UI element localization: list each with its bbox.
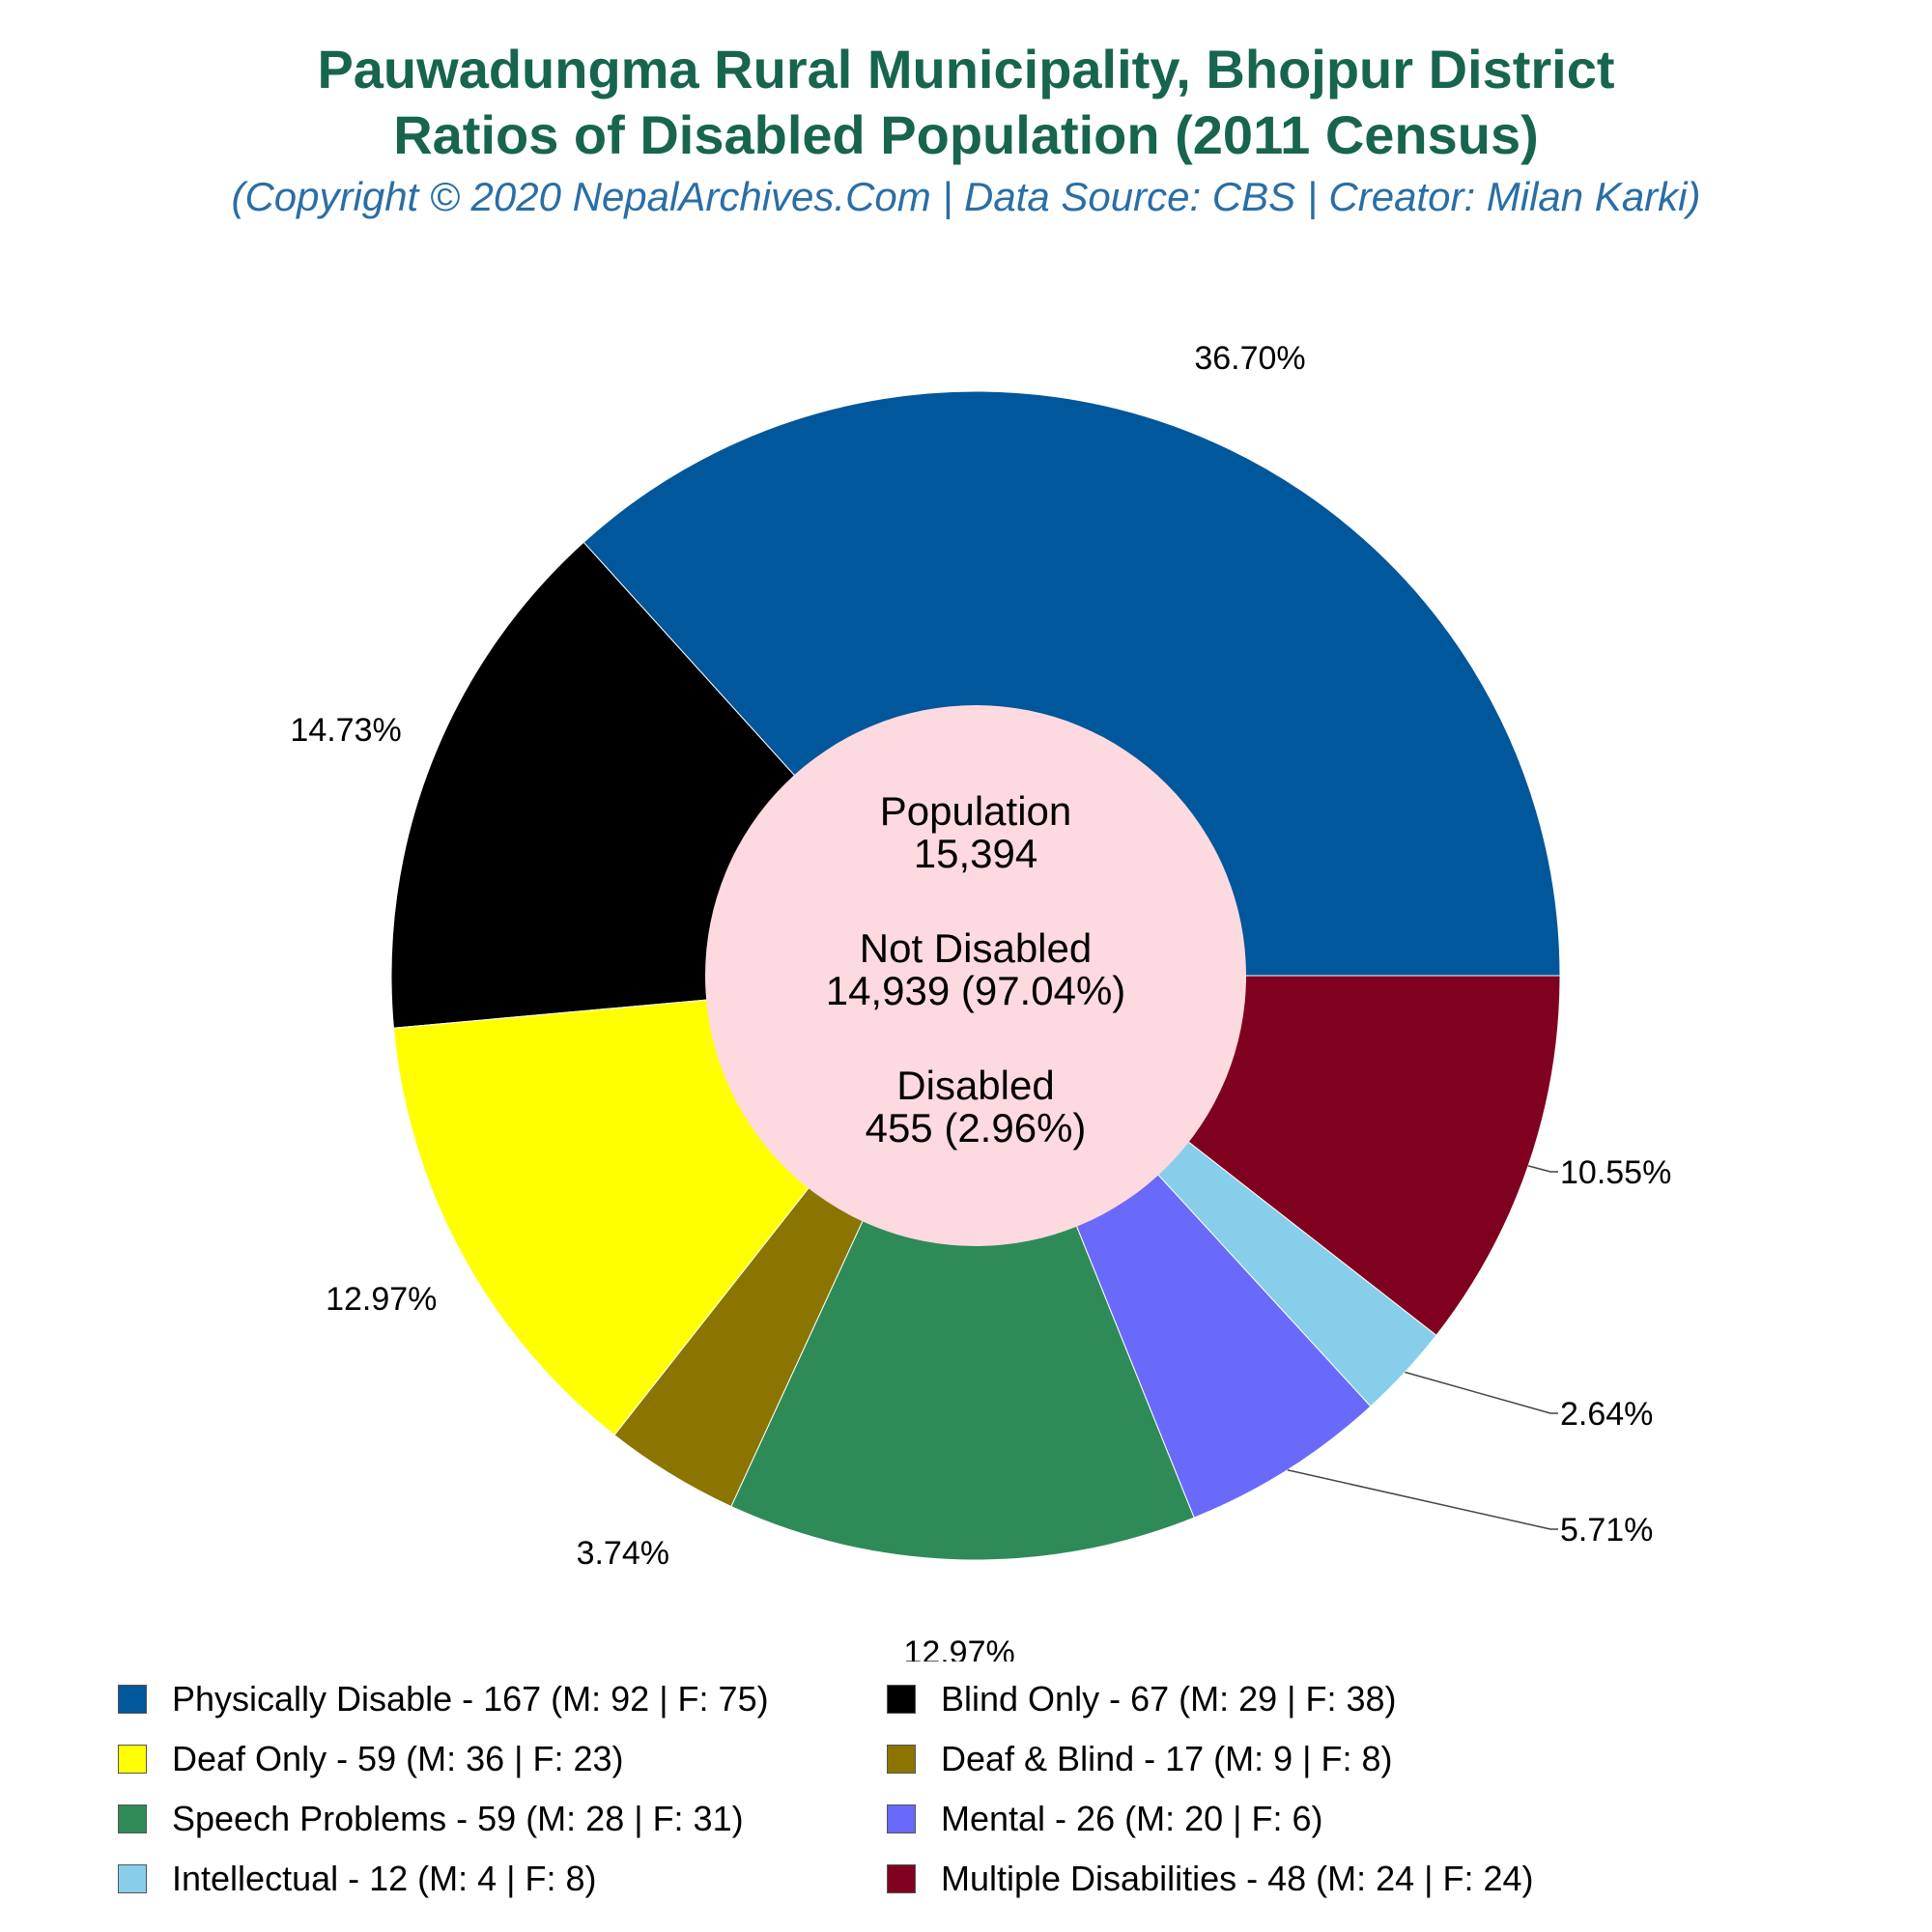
- center-circle: [705, 705, 1246, 1246]
- legend-item: Physically Disable - 167 (M: 92 | F: 75): [118, 1676, 769, 1722]
- legend-item: Intellectual - 12 (M: 4 | F: 8): [118, 1856, 597, 1902]
- legend-item: Mental - 26 (M: 20 | F: 6): [887, 1796, 1322, 1842]
- leader-line: [1287, 1468, 1558, 1530]
- legend-label: Deaf & Blind - 17 (M: 9 | F: 8): [941, 1739, 1393, 1778]
- legend-label: Speech Problems - 59 (M: 28 | F: 31): [172, 1799, 744, 1838]
- legend-label: Multiple Disabilities - 48 (M: 24 | F: 2…: [941, 1859, 1534, 1898]
- leader-line: [1405, 1371, 1558, 1414]
- legend-label: Mental - 26 (M: 20 | F: 6): [941, 1799, 1323, 1838]
- percent-label: 10.55%: [1560, 1154, 1671, 1191]
- center-disabled-value: 455 (2.96%): [866, 1105, 1087, 1151]
- legend-swatch: [887, 1745, 916, 1774]
- slice-speech-problems: [730, 974, 1195, 1561]
- center-not-disabled-value: 14,939 (97.04%): [826, 968, 1126, 1013]
- donut-chart: 36.70% 14.73% 12.97% 3.74% 12.97% 5.71% 2.64% 1…: [290, 340, 1671, 1662]
- slice-physically-disable: [582, 390, 1561, 977]
- legend: Physically Disable - 167 (M: 92 | F: 75)…: [0, 1676, 1932, 1918]
- percent-label: 12.97%: [903, 1634, 1014, 1662]
- percent-label: 3.74%: [577, 1535, 669, 1572]
- legend-swatch: [118, 1745, 147, 1774]
- center-population-value: 15,394: [914, 831, 1037, 876]
- center-disabled-label: Disabled: [896, 1063, 1054, 1108]
- percent-label: 12.97%: [326, 1281, 437, 1318]
- legend-swatch: [887, 1864, 916, 1893]
- legend-swatch: [887, 1804, 916, 1833]
- legend-item: Multiple Disabilities - 48 (M: 24 | F: 2…: [887, 1856, 1534, 1902]
- legend-label: Deaf Only - 59 (M: 36 | F: 23): [172, 1739, 624, 1778]
- percent-labels-group: 36.70% 14.73% 12.97% 3.74% 12.97% 5.71% 2.64% 1…: [290, 340, 1671, 1662]
- legend-item: Speech Problems - 59 (M: 28 | F: 31): [118, 1796, 744, 1842]
- percent-label: 14.73%: [290, 712, 401, 749]
- legend-label: Physically Disable - 167 (M: 92 | F: 75): [172, 1679, 769, 1719]
- chart-subtitle: (Copyright © 2020 NepalArchives.Com | Da…: [231, 174, 1701, 219]
- percent-label: 2.64%: [1560, 1396, 1653, 1433]
- legend-item: Deaf Only - 59 (M: 36 | F: 23): [118, 1736, 624, 1782]
- percent-label: 5.71%: [1560, 1512, 1653, 1548]
- legend-label: Intellectual - 12 (M: 4 | F: 8): [172, 1859, 597, 1898]
- legend-swatch: [118, 1685, 147, 1714]
- legend-swatch: [887, 1685, 916, 1714]
- legend-label: Blind Only - 67 (M: 29 | F: 38): [941, 1679, 1397, 1719]
- leader-lines-group: [1287, 1165, 1558, 1530]
- leader-line: [1527, 1165, 1558, 1173]
- center-not-disabled-label: Not Disabled: [860, 925, 1092, 971]
- chart-title-line1: Pauwadungma Rural Municipality, Bhojpur …: [317, 39, 1615, 99]
- legend-swatch: [118, 1804, 147, 1833]
- legend-item: Blind Only - 67 (M: 29 | F: 38): [887, 1676, 1397, 1722]
- legend-swatch: [118, 1864, 147, 1893]
- percent-label: 36.70%: [1194, 340, 1305, 377]
- chart-title-line2: Ratios of Disabled Population (2011 Cens…: [393, 104, 1539, 165]
- center-population-label: Population: [880, 788, 1072, 834]
- legend-item: Deaf & Blind - 17 (M: 9 | F: 8): [887, 1736, 1393, 1782]
